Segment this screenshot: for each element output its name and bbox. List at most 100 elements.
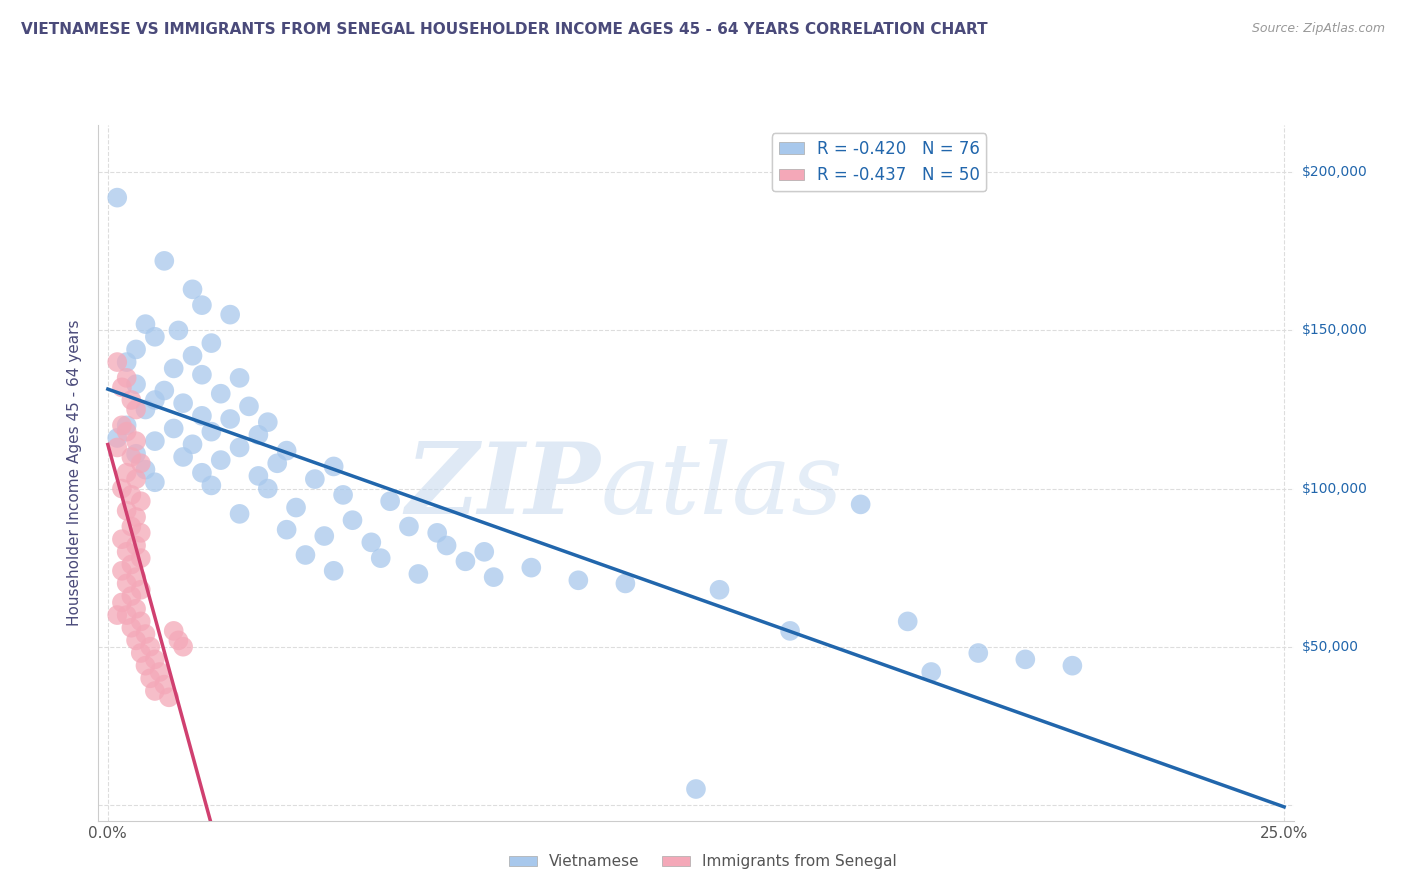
Point — [172, 396, 194, 410]
Text: $150,000: $150,000 — [1302, 324, 1368, 337]
Point — [115, 504, 138, 518]
Point — [482, 570, 505, 584]
Point — [172, 640, 194, 654]
Point — [125, 434, 148, 449]
Point — [115, 371, 138, 385]
Point — [125, 402, 148, 417]
Point — [111, 532, 134, 546]
Point — [332, 488, 354, 502]
Point — [967, 646, 990, 660]
Text: $200,000: $200,000 — [1302, 165, 1368, 179]
Point — [120, 488, 142, 502]
Point — [125, 601, 148, 615]
Point — [200, 425, 222, 439]
Point — [322, 459, 344, 474]
Point — [228, 441, 250, 455]
Point — [436, 539, 458, 553]
Point — [111, 418, 134, 433]
Point — [125, 633, 148, 648]
Point — [304, 472, 326, 486]
Point — [129, 582, 152, 597]
Point — [219, 412, 242, 426]
Point — [153, 253, 176, 268]
Point — [129, 525, 152, 540]
Point — [191, 368, 214, 382]
Point — [125, 343, 148, 357]
Point — [256, 482, 278, 496]
Text: $100,000: $100,000 — [1302, 482, 1368, 496]
Point — [125, 570, 148, 584]
Point — [709, 582, 731, 597]
Point — [115, 466, 138, 480]
Text: ZIP: ZIP — [405, 439, 600, 535]
Point — [472, 545, 495, 559]
Point — [209, 453, 232, 467]
Point — [779, 624, 801, 638]
Point — [378, 494, 401, 508]
Point — [200, 478, 222, 492]
Point — [294, 548, 316, 562]
Point — [125, 447, 148, 461]
Point — [120, 558, 142, 572]
Point — [408, 566, 430, 581]
Point — [247, 427, 270, 442]
Point — [1014, 652, 1036, 666]
Point — [1062, 658, 1084, 673]
Point — [398, 519, 420, 533]
Point — [181, 282, 204, 296]
Point — [120, 450, 142, 464]
Point — [920, 665, 942, 679]
Text: VIETNAMESE VS IMMIGRANTS FROM SENEGAL HOUSEHOLDER INCOME AGES 45 - 64 YEARS CORR: VIETNAMESE VS IMMIGRANTS FROM SENEGAL HO… — [21, 22, 987, 37]
Point — [567, 574, 589, 588]
Point — [143, 652, 166, 666]
Point — [276, 443, 298, 458]
Point — [370, 551, 392, 566]
Text: Source: ZipAtlas.com: Source: ZipAtlas.com — [1251, 22, 1385, 36]
Point — [614, 576, 637, 591]
Point — [120, 621, 142, 635]
Point — [191, 466, 214, 480]
Point — [520, 560, 543, 574]
Point — [849, 497, 872, 511]
Point — [314, 529, 336, 543]
Point — [120, 519, 142, 533]
Text: atlas: atlas — [600, 439, 844, 534]
Point — [143, 330, 166, 344]
Point — [125, 539, 148, 553]
Point — [129, 494, 152, 508]
Point — [105, 355, 128, 369]
Point — [125, 510, 148, 524]
Y-axis label: Householder Income Ages 45 - 64 years: Householder Income Ages 45 - 64 years — [67, 319, 83, 626]
Point — [163, 361, 186, 376]
Point — [105, 441, 128, 455]
Point — [111, 564, 134, 578]
Point — [105, 431, 128, 445]
Legend: R = -0.420   N = 76, R = -0.437   N = 50: R = -0.420 N = 76, R = -0.437 N = 50 — [772, 133, 987, 191]
Point — [153, 678, 176, 692]
Point — [266, 456, 288, 470]
Point — [111, 380, 134, 394]
Point — [238, 400, 260, 414]
Point — [228, 371, 250, 385]
Point — [200, 336, 222, 351]
Point — [897, 615, 920, 629]
Point — [163, 624, 186, 638]
Point — [157, 690, 180, 705]
Point — [149, 665, 172, 679]
Point — [143, 475, 166, 490]
Point — [181, 349, 204, 363]
Point — [191, 298, 214, 312]
Point — [111, 482, 134, 496]
Point — [120, 392, 142, 407]
Point — [115, 418, 138, 433]
Point — [115, 425, 138, 439]
Point — [153, 384, 176, 398]
Point — [167, 633, 190, 648]
Point — [172, 450, 194, 464]
Point — [426, 525, 449, 540]
Point — [111, 595, 134, 609]
Point — [129, 551, 152, 566]
Point — [129, 456, 152, 470]
Point — [115, 576, 138, 591]
Point — [181, 437, 204, 451]
